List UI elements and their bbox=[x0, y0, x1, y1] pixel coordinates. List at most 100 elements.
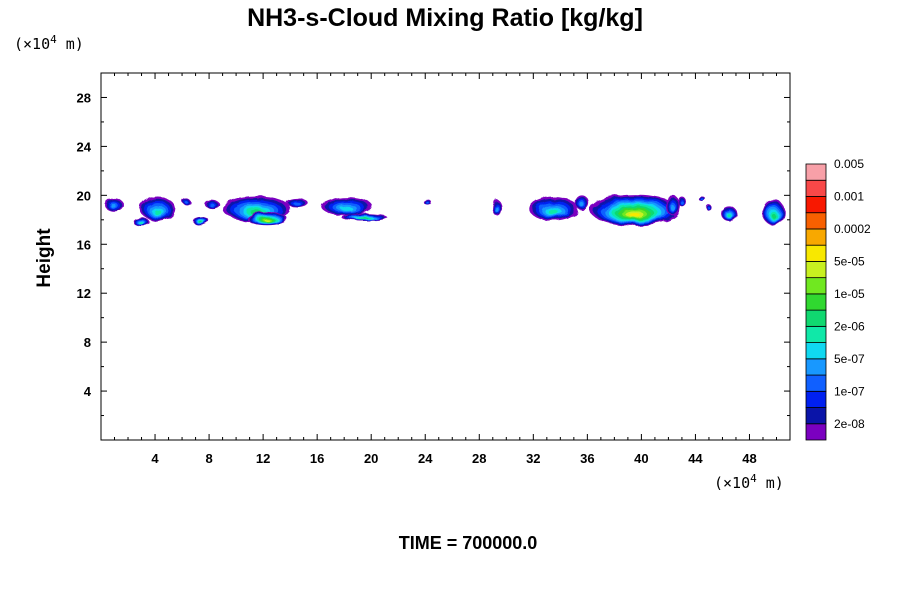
cloud-cell bbox=[246, 211, 288, 226]
cloud-cell bbox=[762, 199, 786, 226]
colorbar-swatch bbox=[805, 277, 827, 295]
colorbar-swatch bbox=[805, 196, 827, 214]
x-tick-label: 4 bbox=[151, 451, 159, 466]
colorbar-swatch bbox=[805, 390, 827, 408]
colorbar-swatch bbox=[805, 179, 827, 197]
cloud-cell bbox=[492, 199, 502, 216]
y-axis-label: Height bbox=[34, 228, 55, 288]
x-tick-label: 12 bbox=[256, 451, 270, 466]
x-tick-label: 40 bbox=[634, 451, 648, 466]
x-tick-label: 36 bbox=[580, 451, 594, 466]
x-tick-label: 24 bbox=[418, 451, 433, 466]
y-unit-exponent: 4 bbox=[50, 33, 57, 46]
cloud-cell bbox=[423, 200, 432, 206]
y-tick-label: 8 bbox=[84, 335, 91, 350]
cloud-cell bbox=[204, 199, 220, 209]
colorbar-swatch bbox=[805, 212, 827, 230]
colorbar-label: 5e-07 bbox=[834, 352, 865, 366]
contour-band bbox=[154, 209, 162, 215]
contour-band bbox=[264, 219, 270, 222]
colorbar-swatch bbox=[805, 309, 827, 327]
colorbar-swatch bbox=[805, 261, 827, 279]
contour-band bbox=[727, 214, 731, 218]
colorbar-swatch bbox=[805, 244, 827, 262]
colorbar-swatch bbox=[805, 325, 827, 343]
colorbar-label: 1e-07 bbox=[834, 384, 865, 398]
x-tick-label: 28 bbox=[472, 451, 486, 466]
contour-band bbox=[184, 201, 188, 204]
y-tick-label: 24 bbox=[77, 139, 92, 154]
contour-band bbox=[495, 207, 499, 212]
colorbar-swatch bbox=[805, 374, 827, 392]
colorbar-label: 5e-05 bbox=[834, 254, 865, 268]
colorbar-swatch bbox=[805, 342, 827, 360]
contour-band bbox=[580, 202, 584, 207]
x-tick-label: 16 bbox=[310, 451, 324, 466]
contour-band bbox=[426, 202, 430, 205]
x-tick-label: 32 bbox=[526, 451, 540, 466]
cloud-cell bbox=[677, 196, 686, 207]
cloud-cell bbox=[575, 195, 589, 211]
plot-frame bbox=[100, 72, 791, 441]
contour-band bbox=[340, 206, 353, 211]
cloud-cell bbox=[529, 196, 578, 222]
cloud-cell bbox=[182, 198, 191, 205]
contour-band bbox=[701, 198, 704, 201]
contour-band bbox=[771, 213, 776, 219]
cloud-cell bbox=[698, 196, 706, 202]
cloud-cell bbox=[321, 197, 373, 216]
x-unit-suffix: m) bbox=[757, 474, 784, 492]
contour-band bbox=[139, 222, 144, 225]
y-tick-label: 4 bbox=[84, 384, 92, 399]
y-tick-label: 16 bbox=[77, 237, 91, 252]
colorbar-swatch bbox=[805, 358, 827, 376]
x-tick-label: 44 bbox=[688, 451, 703, 466]
colorbar-label: 2e-06 bbox=[834, 319, 865, 333]
x-axis: 4 8 12 16 20 24 28 32 36 40 44 48 bbox=[114, 73, 777, 466]
y-tick-label: 12 bbox=[77, 286, 91, 301]
colorbar-swatch bbox=[805, 407, 827, 425]
colorbar-swatch bbox=[805, 293, 827, 311]
cloud-cell bbox=[105, 198, 124, 212]
y-tick-label: 28 bbox=[77, 90, 91, 105]
cloud-contours bbox=[105, 194, 786, 227]
y-unit-prefix: (×10 bbox=[14, 35, 50, 53]
contour-band bbox=[680, 200, 684, 205]
cloud-cell bbox=[721, 206, 738, 222]
y-tick-label: 20 bbox=[77, 188, 91, 203]
colorbar-label: 2e-08 bbox=[834, 417, 865, 431]
colorbar-label: 0.005 bbox=[834, 157, 864, 171]
x-unit-prefix: (×10 bbox=[714, 474, 750, 492]
x-tick-label: 8 bbox=[205, 451, 212, 466]
contour-band bbox=[293, 202, 301, 206]
contour-band bbox=[548, 209, 559, 215]
cloud-cell bbox=[133, 217, 150, 227]
cloud-cell bbox=[286, 198, 308, 207]
y-axis: 4 8 12 16 20 24 28 bbox=[77, 90, 790, 417]
x-axis-unit: (×104 m) bbox=[714, 472, 784, 492]
cloud-cell bbox=[590, 194, 680, 226]
cloud-cell bbox=[706, 204, 712, 211]
x-tick-label: 48 bbox=[742, 451, 756, 466]
time-label: TIME = 700000.0 bbox=[399, 533, 538, 553]
y-unit-suffix: m) bbox=[57, 35, 84, 53]
contour-band bbox=[199, 221, 203, 224]
colorbar-label: 0.001 bbox=[834, 189, 864, 203]
y-axis-unit: (×104 m) bbox=[14, 33, 84, 53]
contour-band bbox=[629, 213, 640, 217]
x-tick-label: 20 bbox=[364, 451, 378, 466]
contour-band bbox=[708, 207, 710, 210]
contour-band bbox=[209, 203, 215, 207]
contour-band bbox=[111, 204, 118, 209]
colorbar-swatch bbox=[805, 423, 827, 441]
colorbar-swatch bbox=[805, 228, 827, 246]
chart-title: NH3-s-Cloud Mixing Ratio [kg/kg] bbox=[247, 4, 643, 32]
contour-band bbox=[670, 204, 675, 211]
colorbar: 2e-08 1e-07 5e-07 2e-06 1e-05 5e-05 0.0002 0.00… bbox=[805, 157, 871, 441]
colorbar-label: 0.0002 bbox=[834, 222, 871, 236]
colorbar-label: 1e-05 bbox=[834, 287, 865, 301]
cloud-cell bbox=[140, 196, 176, 222]
cloud-cell bbox=[665, 195, 680, 215]
